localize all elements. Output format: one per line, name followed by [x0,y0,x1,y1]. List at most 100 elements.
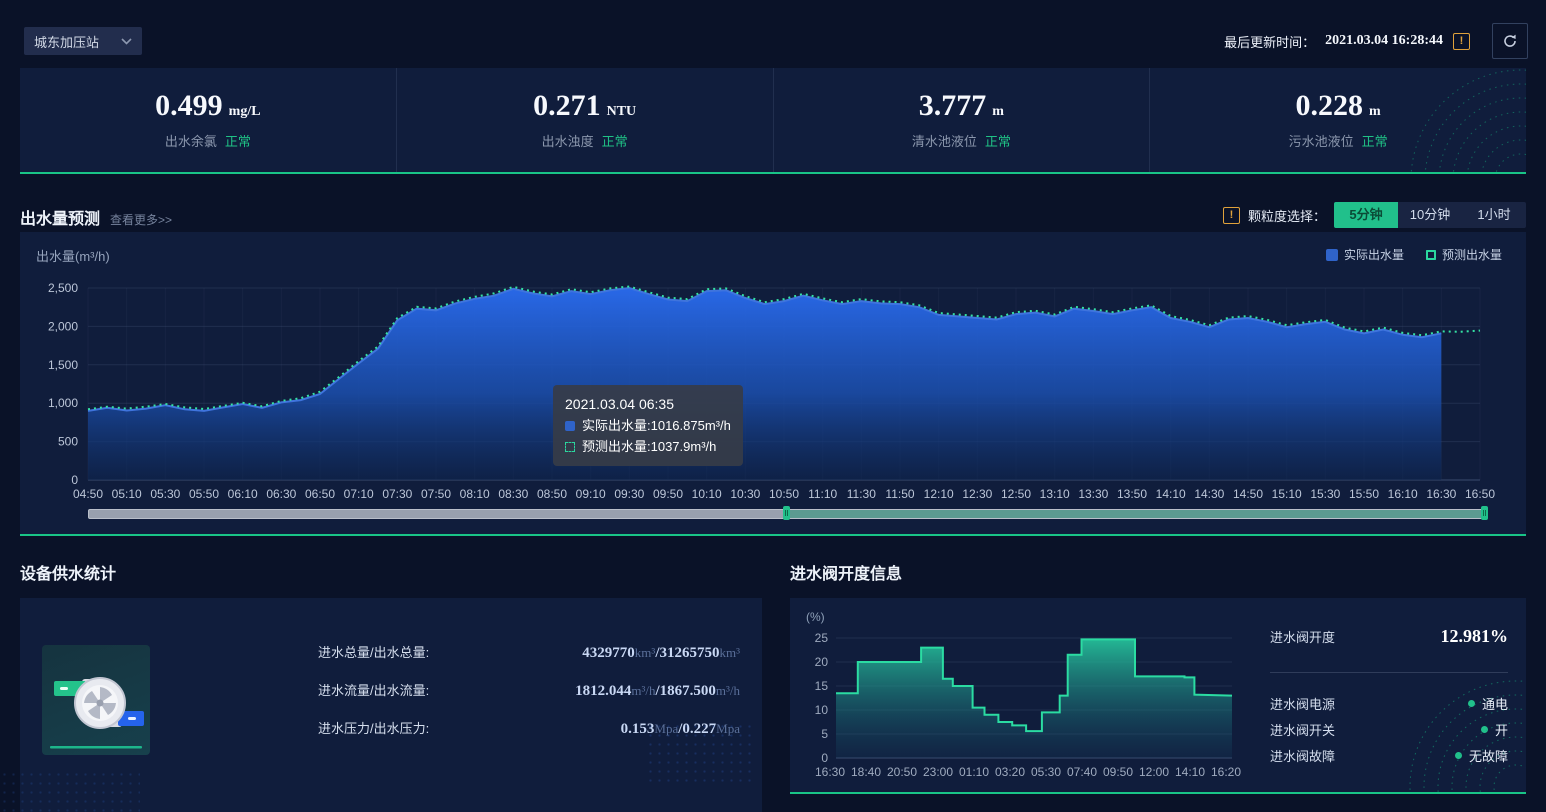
legend-actual[interactable]: 实际出水量 [1325,246,1404,263]
datazoom-left-handle[interactable] [783,506,790,520]
kpi-value-row: 0.499 mg/L [155,88,261,122]
legend-predicted[interactable]: 预测出水量 [1425,246,1502,263]
pump-illustration [42,645,150,755]
station-select-value: 城东加压站 [34,34,100,50]
status-text: 开 [1494,723,1508,738]
kpi-value: 0.499 [155,88,223,122]
kpi-label: 出水余氯 [164,133,217,149]
valve-switch-row: 进水阀开关 开 [1270,720,1508,739]
datazoom-slider[interactable] [88,506,1488,520]
x-axis-tick-label: 18:40 [851,765,881,779]
refresh-button[interactable] [1492,23,1528,59]
refresh-icon [1504,34,1516,47]
x-axis-tick-label: 01:10 [959,765,989,779]
x-axis-tick-label: 23:00 [923,765,953,779]
kpi-panel: 0.499 mg/L 出水余氯 正常 0.271 NTU 出水浊度 正常 3.777 m … [20,68,1526,174]
predicted-series-line [87,285,1481,411]
supply-row-pressure: 进水压力/出水压力: 0.153Mpa/0.227Mpa [318,718,740,756]
x-axis-tick-label: 12:30 [962,487,992,501]
x-axis-tick-label: 04:50 [73,487,103,501]
status-dot-icon [1467,700,1475,707]
x-axis-tick-label: 08:30 [498,487,528,501]
valve-info-panel: (%) 0 5 10 15 20 25 16:30 18:40 20:50 23:00 01:10 0… [790,598,1526,794]
x-axis-tick-label: 09:30 [614,487,644,501]
kpi-label-row: 出水余氯 正常 [165,131,251,150]
x-axis-tick-label: 16:20 [1211,765,1241,779]
x-axis-tick-label: 16:30 [1426,487,1456,501]
x-axis-tick-label: 16:10 [1388,487,1418,501]
x-axis-tick-label: 07:40 [1067,765,1097,779]
valve-power-row: 进水阀电源 通电 [1270,694,1508,713]
x-axis-tick-label: 13:50 [1117,487,1147,501]
granularity-5min-button[interactable]: 5分钟 [1334,202,1398,228]
granularity-10min-button[interactable]: 10分钟 [1409,207,1451,222]
x-axis-tick-label: 16:30 [815,765,845,779]
valve-stats: 进水阀开度 12.981% 进水阀电源 通电 进水阀开关 开 进水阀故障 无故障 [1270,598,1508,792]
supply-row-total: 进水总量/出水总量: 4329770km³/31265750km³ [318,642,740,680]
value-number: /31265750 [655,645,720,661]
value-number: 0.153 [620,721,655,737]
x-axis-tick-label: 07:50 [421,487,451,501]
supply-row-label: 进水压力/出水压力: [318,721,430,736]
kpi-label: 出水浊度 [541,133,594,149]
last-update-label: 最后更新时间： [1224,34,1316,50]
kpi-unit: m [992,103,1004,119]
x-axis-tick-label: 08:50 [537,487,567,501]
valve-fault-row: 进水阀故障 无故障 [1270,746,1508,765]
dotted-arcs-decoration [1409,680,1526,792]
value-unit: m³/h [631,683,656,698]
valve-opening-label: 进水阀开度 [1270,630,1336,645]
legend-actual-label: 实际出水量 [1343,248,1404,262]
x-axis-tick-label: 11:50 [885,487,914,501]
datazoom-right-handle[interactable] [1481,506,1488,520]
valve-fault-label: 进水阀故障 [1270,749,1336,764]
kpi-value-row: 3.777 m [919,90,1004,121]
kpi-unit: mg/L [228,103,261,119]
kpi-value-row: 0.228 m [1296,90,1381,121]
x-axis-tick-label: 16:50 [1465,487,1495,501]
x-axis-tick-label: 20:50 [887,765,917,779]
y-axis-tick-label: 0 [821,751,828,765]
station-select[interactable]: 城东加压站 [24,27,142,55]
dotted-arcs-decoration [1410,69,1526,172]
tooltip-predicted-text: 预测出水量:1037.9m³/h [582,439,717,454]
x-axis-tick-label: 10:50 [769,487,799,501]
y-axis-tick-label: 5 [821,727,828,741]
granularity-button-group: 5分钟 10分钟 1小时 [1334,202,1526,228]
kpi-unit: NTU [606,103,637,119]
x-axis-tick-label: 14:10 [1175,765,1205,779]
x-axis-tick-label: 14:30 [1194,487,1224,501]
valve-opening-value: 12.981% [1440,626,1509,646]
valve-y-axis-title: (%) [806,610,825,624]
x-axis-tick-label: 06:30 [266,487,296,501]
see-more-link[interactable]: 查看更多>> [110,213,173,227]
supply-row-flow: 进水流量/出水流量: 1812.044m³/h/1867.500m³/h [318,680,740,718]
x-axis-tick-label: 12:00 [1139,765,1169,779]
kpi-label-row: 清水池液位 正常 [912,131,1011,150]
status-text: 通电 [1481,697,1508,712]
supply-row-label: 进水总量/出水总量: [318,645,430,660]
granularity-selector: ! 颗粒度选择： 5分钟 10分钟 1小时 [1222,202,1526,228]
y-axis-tick-label: 2,500 [48,281,78,295]
valve-opening-chart: 0 5 10 15 20 25 16:30 18:40 20:50 23:00 01:10 03:20… [815,631,1242,779]
datazoom-selected-range[interactable] [786,510,1485,518]
x-axis-tick-label: 05:30 [150,487,180,501]
kpi-value-row: 0.271 NTU [533,90,637,121]
value-number: /0.227 [678,721,717,737]
tooltip-time: 2021.03.04 06:35 [565,396,674,412]
x-axis-tick-label: 11:30 [847,487,876,501]
valve-power-value: 通电 [1467,694,1508,713]
valve-series-area [836,639,1232,758]
granularity-1hour-button[interactable]: 1小时 [1477,207,1511,222]
chart-tooltip: 2021.03.04 06:35 实际出水量:1016.875m³/h 预测出水… [553,385,743,466]
pump-icon [50,677,144,749]
x-axis-tick-label: 12:10 [924,487,954,501]
divider [1270,672,1508,673]
x-axis-tick-label: 14:10 [1156,487,1186,501]
kpi-clearwater-level: 3.777 m 清水池液位 正常 [772,68,1150,172]
value-number: 1812.044 [575,683,632,699]
x-axis-tick-label: 05:50 [189,487,219,501]
kpi-unit: m [1369,103,1381,119]
supply-row-value: 1812.044m³/h/1867.500m³/h [575,682,740,700]
valve-fault-value: 无故障 [1454,746,1508,765]
